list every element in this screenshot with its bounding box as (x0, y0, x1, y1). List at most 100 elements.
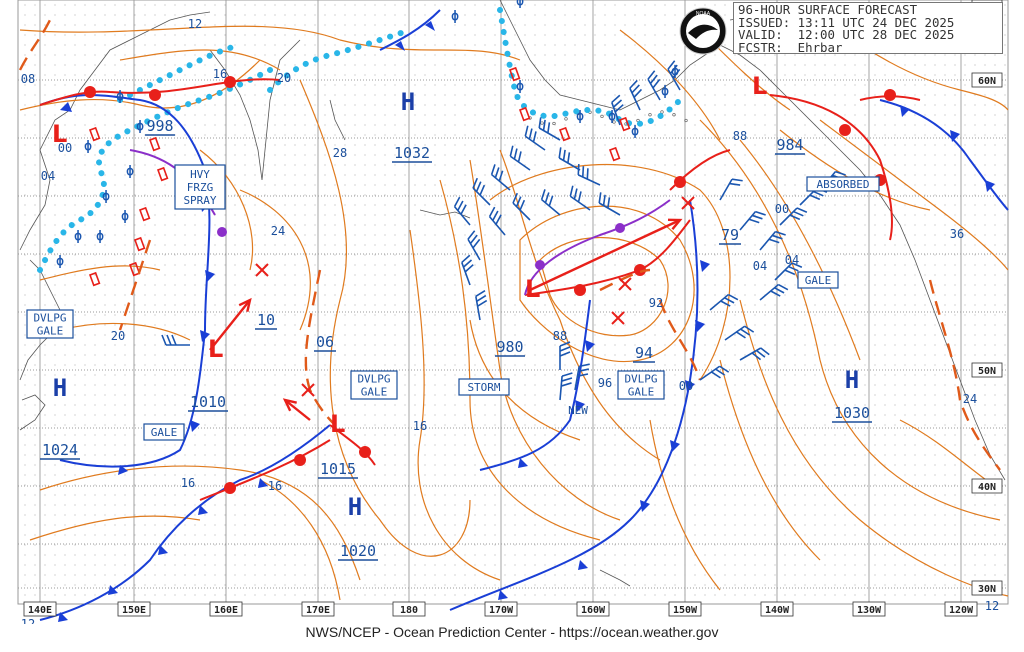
isobar-label: 24 (963, 392, 977, 406)
warning-label: GALE (361, 386, 388, 399)
warning-label: GALE (628, 386, 655, 399)
isobar-label: 00 (775, 202, 789, 216)
warning-label: SPRAY (183, 194, 216, 207)
isobar-label: 00 (679, 379, 693, 393)
map-labels: H 1032 H 1024 H 1020 H 1030 998 1010 1015 980 984 10 0… (21, 17, 999, 624)
isobar-label: 12 (188, 17, 202, 31)
isobar-label: 04 (753, 259, 767, 273)
isobar-label: 16 (181, 476, 195, 490)
freezing-spray-icon: ф (136, 119, 144, 134)
isobar-label: 28 (333, 146, 347, 160)
freezing-spray-icon: ф (96, 229, 104, 244)
pressure-value: 1024 (42, 441, 78, 459)
isobar-label: 20 (277, 71, 291, 85)
pressure-value: 06 (316, 333, 334, 351)
lon-label: 170E (306, 605, 330, 616)
freezing-spray-icon: ф (516, 0, 524, 9)
low-center-glyph: L (330, 410, 345, 438)
pressure-value: 94 (635, 344, 653, 362)
freezing-spray-icon: ф (661, 84, 669, 99)
isobar-label: 20 (111, 329, 125, 343)
header-line-title: 96-HOUR SURFACE FORECAST (738, 2, 918, 17)
freezing-spray-icon: ф (451, 9, 459, 24)
low-center-glyph: L (52, 120, 67, 148)
freezing-spray-icon: ф (102, 189, 110, 204)
freezing-spray-icon: ф (516, 79, 524, 94)
high-pressure-letter: H (348, 493, 362, 521)
freezing-spray-icon: ф (84, 139, 92, 154)
lat-label: 40N (978, 482, 996, 493)
svg-text:NOAA: NOAA (696, 11, 711, 17)
freezing-spray-icon: ф (74, 229, 82, 244)
warning-label: DVLPG (33, 312, 66, 325)
lon-label: 160W (581, 605, 606, 616)
pressure-value: 1015 (320, 460, 356, 478)
warning-label: FRZG (187, 181, 214, 194)
isobar-label: 08 (21, 72, 35, 86)
low-center-glyph: L (525, 275, 540, 303)
isobar-label: 16 (268, 479, 282, 493)
pressure-value: 1010 (190, 393, 226, 411)
freezing-spray-icon: ф (631, 124, 639, 139)
pressure-value: 984 (776, 136, 803, 154)
pressure-value: 998 (146, 117, 173, 135)
lat-label: 30N (978, 584, 996, 595)
freezing-spray-icon: ф (121, 209, 129, 224)
dot-grid (18, 0, 1008, 604)
isobar-label: 12 (21, 617, 35, 624)
freezing-spray-icon: ф (576, 109, 584, 124)
lon-label: 140E (28, 605, 52, 616)
freezing-spray-icon: ф (116, 89, 124, 104)
lon-label: 160E (214, 605, 238, 616)
high-pressure-letter: H (53, 374, 67, 402)
lat-label: 20N (978, 0, 996, 3)
warning-label: ABSORBED (817, 178, 870, 191)
pressure-value: 1030 (834, 404, 870, 422)
warning-label: DVLPG (357, 373, 390, 386)
low-center-glyph: L (752, 72, 767, 100)
high-pressure-letter: H (401, 88, 415, 116)
freezing-spray-icon: ф (126, 164, 134, 179)
warning-label: DVLPG (624, 373, 657, 386)
isobar-label: 00 (58, 141, 72, 155)
pressure-value: 1020 (340, 542, 376, 560)
isobar-label: 04 (785, 253, 799, 267)
fronts: L L L L L (18, 9, 1009, 622)
lon-label: 120W (949, 605, 974, 616)
low-center-glyph: L (208, 335, 223, 363)
isobar-label: 88 (733, 129, 747, 143)
header-line-forecaster: FCSTR: Ehrbar (738, 39, 843, 55)
footer-credit: NWS/NCEP - Ocean Prediction Center - htt… (305, 624, 719, 640)
lat-label: 50N (978, 366, 996, 377)
header-line-valid: VALID: 12:00 UTC 28 DEC 2025 (738, 27, 955, 43)
pressure-value: 980 (496, 338, 523, 356)
freezing-spray-icon: ф (608, 109, 616, 124)
isobar-label: 88 (553, 329, 567, 343)
lon-label: 150E (122, 605, 146, 616)
warning-label: STORM (467, 381, 500, 394)
isobar-label: 36 (950, 227, 964, 241)
lon-label: 150W (673, 605, 698, 616)
lat-label: 60N (978, 76, 996, 87)
isobar-label: 16 (413, 419, 427, 433)
isobar-label: 04 (41, 169, 55, 183)
lon-label: 130W (857, 605, 882, 616)
isobar-label: 96 (598, 376, 612, 390)
axis-labels: 140E 150E 160E 170E 180 170W 160W 150W 140W 130W 1… (23, 0, 1003, 617)
isobar-label: 12 (985, 599, 999, 613)
pressure-value: 10 (257, 311, 275, 329)
warning-label: NEW (568, 404, 588, 417)
lon-label: 180 (400, 605, 418, 616)
warning-label: GALE (805, 274, 832, 287)
warning-label: HVY (190, 168, 210, 181)
noaa-logo: NOAA (679, 7, 727, 55)
freezing-spray-icon: ф (671, 64, 679, 79)
ice-edge (37, 7, 683, 287)
header-line-issued: ISSUED: 13:11 UTC 24 DEC 2025 (738, 14, 955, 30)
isobar-label: 92 (649, 296, 663, 310)
warning-label: GALE (37, 325, 64, 338)
pressure-value: 79 (721, 226, 739, 244)
freezing-spray-icon: ф (56, 254, 64, 269)
